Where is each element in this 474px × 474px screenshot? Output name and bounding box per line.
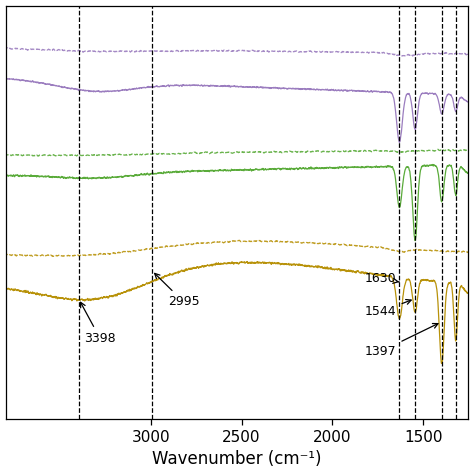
Text: 1630: 1630 <box>365 272 400 285</box>
Text: 2995: 2995 <box>155 273 199 308</box>
Text: 3398: 3398 <box>81 302 116 345</box>
X-axis label: Wavenumber (cm⁻¹): Wavenumber (cm⁻¹) <box>152 450 322 468</box>
Text: 1544: 1544 <box>365 300 411 318</box>
Text: 1397: 1397 <box>365 324 438 358</box>
